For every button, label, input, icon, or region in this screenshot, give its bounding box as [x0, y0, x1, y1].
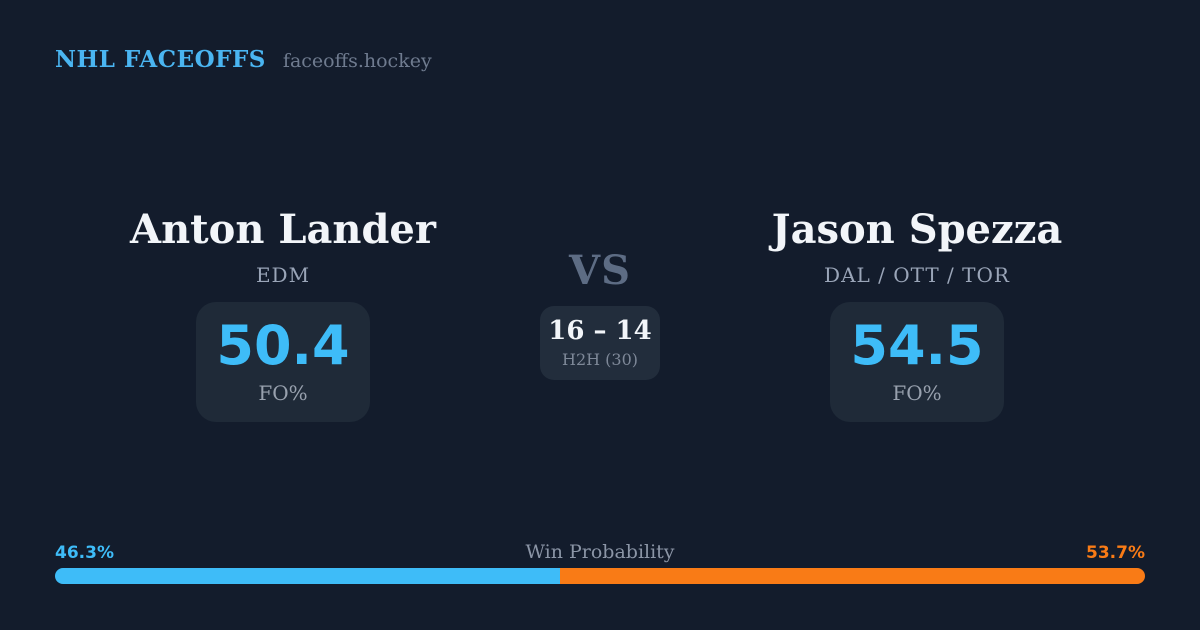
site-url-text: faceoffs.hockey [282, 50, 432, 72]
faceoff-pct-value-left: 50.4 [216, 314, 350, 377]
player-teams-left: EDM [255, 263, 311, 287]
win-prob-segment-right [559, 568, 1145, 584]
win-prob-pct-left: 46.3% [55, 543, 114, 563]
faceoff-stat-card-left: 50.4 FO% [196, 302, 370, 422]
brand-logo-text: NHL FACEOFFS [55, 46, 266, 73]
vs-label: VS [569, 247, 631, 294]
player-panel-right: Jason Spezza DAL / OTT / TOR 54.5 FO% [657, 207, 1177, 422]
faceoff-pct-label-left: FO% [258, 381, 308, 405]
faceoff-pct-label-right: FO% [892, 381, 942, 405]
versus-panel: VS 16 – 14 H2H (30) [540, 247, 660, 380]
win-probability-title: Win Probability [525, 541, 675, 563]
faceoff-stat-card-right: 54.5 FO% [830, 302, 1004, 422]
head-to-head-card: 16 – 14 H2H (30) [540, 306, 660, 380]
player-name-left: Anton Lander [130, 206, 436, 253]
win-probability-bar [55, 568, 1145, 584]
player-panel-left: Anton Lander EDM 50.4 FO% [23, 207, 543, 422]
header: NHL FACEOFFS faceoffs.hockey [55, 46, 432, 73]
win-prob-pct-right: 53.7% [1086, 543, 1145, 563]
faceoff-pct-value-right: 54.5 [850, 314, 984, 377]
win-probability-labels: 46.3% Win Probability 53.7% [55, 541, 1145, 563]
head-to-head-label: H2H (30) [561, 349, 638, 369]
win-prob-segment-left [55, 568, 560, 584]
player-name-right: Jason Spezza [771, 206, 1063, 253]
head-to-head-score: 16 – 14 [548, 315, 652, 346]
player-teams-right: DAL / OTT / TOR [824, 263, 1010, 287]
